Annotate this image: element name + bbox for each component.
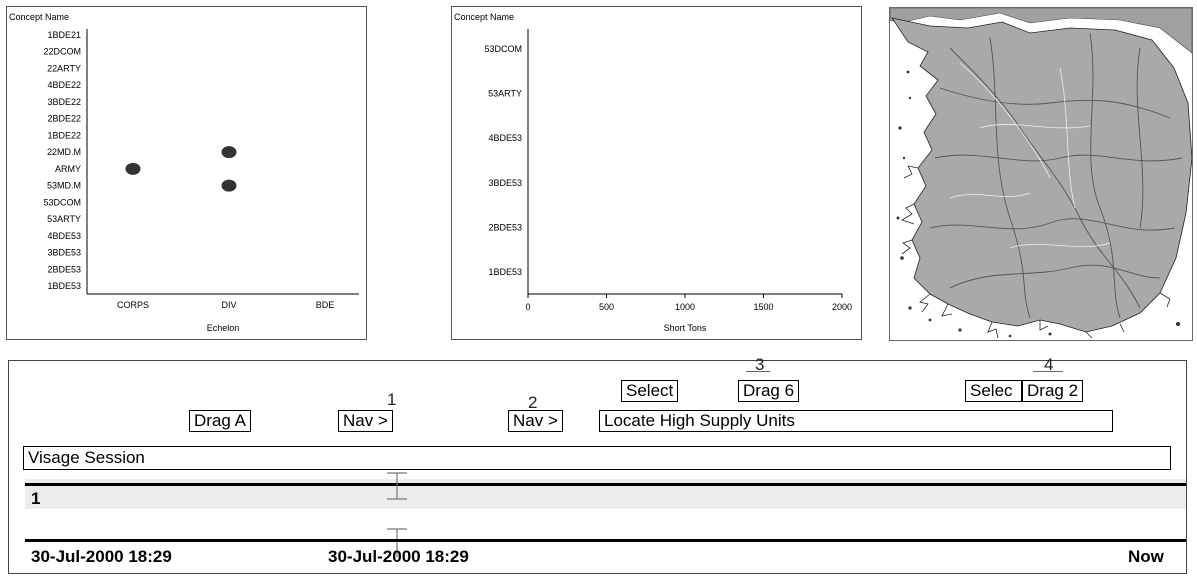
bar-y-tick-label: 53DCOM xyxy=(484,44,522,54)
bar-x-tick-label: 1500 xyxy=(753,302,773,312)
time-end-label: Now xyxy=(1128,547,1164,566)
scatter-y-tick-label: 4BDE22 xyxy=(47,80,81,90)
bar-x-tick-label: 500 xyxy=(599,302,614,312)
scatter-y-tick-label: 2BDE22 xyxy=(47,114,81,124)
bar-x-axis-label: Short Tons xyxy=(664,323,707,333)
task-label[interactable]: Locate High Supply Units xyxy=(599,410,1113,432)
track-number: 1 xyxy=(31,489,41,508)
scatter-y-tick-label: 4BDE53 xyxy=(47,231,81,241)
history-panel[interactable]: 1 2 3 4 Select Drag 6 Selec Drag 2 Drag … xyxy=(8,355,1187,574)
scatter-point[interactable] xyxy=(125,162,141,175)
scatter-y-tick-label: 3BDE22 xyxy=(47,97,81,107)
drag-6-button[interactable]: Drag 6 xyxy=(738,380,800,402)
select-button[interactable]: Select xyxy=(621,380,679,402)
scatter-y-tick-label: ARMY xyxy=(55,164,81,174)
nav-button-1[interactable]: Nav > xyxy=(338,410,393,432)
step-number-2: 2 xyxy=(528,393,538,412)
time-cursor-upper[interactable] xyxy=(382,471,412,505)
scatter-panel[interactable]: Concept Name 1BDE21 22DCOM 22ARTY 4BDE22 3BD… xyxy=(6,6,367,340)
nav-button-2[interactable]: Nav > xyxy=(508,410,563,432)
step-number-1: 1 xyxy=(387,390,397,409)
time-cursor-label: 30-Jul-2000 18:29 xyxy=(328,547,469,566)
scatter-y-tick-label: 22ARTY xyxy=(47,63,81,73)
bar-chart[interactable]: Concept Name 53DCOM 53ARTY 4BDE53 3BDE53 2BD… xyxy=(452,7,861,339)
scatter-corner-label: Concept Name xyxy=(9,12,69,22)
scatter-y-tick-label: 2BDE53 xyxy=(47,264,81,274)
step-marker-3 xyxy=(746,371,770,372)
scatter-x-axis-label: Echelon xyxy=(207,323,240,333)
time-start-label: 30-Jul-2000 18:29 xyxy=(31,547,172,566)
drag-a-button[interactable]: Drag A xyxy=(189,410,251,432)
time-cursor-lower[interactable] xyxy=(382,527,412,561)
scatter-y-tick-label: 1BDE53 xyxy=(47,281,81,291)
bar-x-tick-label: 0 xyxy=(525,302,530,312)
scatter-x-tick-label: DIV xyxy=(221,300,236,310)
step-number-3: 3 xyxy=(755,355,765,374)
session-label[interactable]: Visage Session xyxy=(23,446,1171,470)
step-number-4: 4 xyxy=(1044,355,1054,374)
korea-map-image[interactable] xyxy=(890,8,1192,340)
scatter-y-tick-label: 53DCOM xyxy=(43,197,81,207)
scatter-y-tick-label: 22MD.M xyxy=(47,147,81,157)
track-line-top xyxy=(25,483,1186,486)
time-axis-line xyxy=(25,539,1186,542)
bar-x-tick-label: 2000 xyxy=(832,302,852,312)
step-marker-4 xyxy=(1033,371,1063,372)
scatter-point[interactable] xyxy=(221,179,237,192)
map-panel[interactable] xyxy=(889,7,1193,341)
scatter-y-tick-label: 3BDE53 xyxy=(47,248,81,258)
bar-y-tick-label: 3BDE53 xyxy=(488,178,522,188)
bar-y-tick-label: 2BDE53 xyxy=(488,222,522,232)
bar-x-tick-label: 1000 xyxy=(675,302,695,312)
scatter-point[interactable] xyxy=(221,146,237,159)
scatter-y-tick-label: 1BDE21 xyxy=(47,30,81,40)
select-truncated-button[interactable]: Selec xyxy=(965,380,1022,402)
bar-y-tick-label: 1BDE53 xyxy=(488,267,522,277)
scatter-y-tick-label: 53ARTY xyxy=(47,214,81,224)
scatter-x-tick-label: CORPS xyxy=(117,300,149,310)
bar-y-tick-label: 53ARTY xyxy=(488,89,522,99)
scatter-y-tick-label: 22DCOM xyxy=(43,47,81,57)
bar-y-tick-label: 4BDE53 xyxy=(488,133,522,143)
scatter-y-tick-label: 53MD.M xyxy=(47,181,81,191)
scatter-chart[interactable]: Concept Name 1BDE21 22DCOM 22ARTY 4BDE22 3BD… xyxy=(7,7,366,339)
scatter-y-tick-label: 1BDE22 xyxy=(47,130,81,140)
bar-panel[interactable]: Concept Name 53DCOM 53ARTY 4BDE53 3BDE53 2BD… xyxy=(451,6,862,340)
bar-corner-label: Concept Name xyxy=(454,12,514,22)
drag-2-button[interactable]: Drag 2 xyxy=(1022,380,1084,402)
scatter-x-tick-label: BDE xyxy=(316,300,335,310)
